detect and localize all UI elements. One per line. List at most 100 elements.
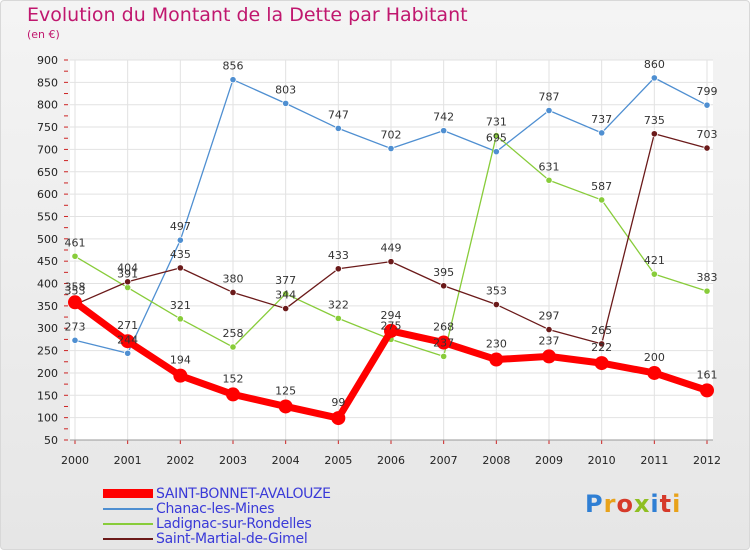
legend-swatch xyxy=(103,522,153,525)
data-label: 380 xyxy=(223,272,244,285)
data-point xyxy=(229,343,237,351)
data-label: 435 xyxy=(170,248,191,261)
data-label: 735 xyxy=(644,114,665,127)
proxiti-logo: Proxiti xyxy=(585,490,681,518)
data-point xyxy=(650,130,658,138)
data-label: 237 xyxy=(539,334,560,347)
data-point xyxy=(229,288,237,297)
legend-swatch xyxy=(103,489,153,498)
legend-label: SAINT-BONNET-AVALOUZE xyxy=(156,485,331,502)
x-tick-label: 2010 xyxy=(588,454,616,467)
data-label: 200 xyxy=(644,351,665,364)
data-label: 230 xyxy=(486,338,507,351)
data-label: 395 xyxy=(433,266,454,279)
legend-label: Chanac-les-Mines xyxy=(156,500,275,517)
data-point xyxy=(703,101,711,109)
data-label: 742 xyxy=(433,111,454,124)
data-point xyxy=(647,365,662,380)
data-label: 353 xyxy=(65,285,86,298)
data-label: 344 xyxy=(275,289,296,302)
data-point xyxy=(176,264,184,272)
x-tick-label: 2005 xyxy=(324,454,352,467)
data-point xyxy=(176,236,184,244)
data-point xyxy=(173,368,188,383)
data-label: 631 xyxy=(539,160,560,173)
data-point xyxy=(278,399,293,414)
data-label: 321 xyxy=(170,299,191,312)
y-tick-label: 500 xyxy=(37,233,58,246)
data-label: 799 xyxy=(697,85,718,98)
data-label: 695 xyxy=(486,132,507,145)
data-point xyxy=(703,287,711,295)
data-point xyxy=(542,349,556,364)
logo-letter: i xyxy=(672,490,682,518)
x-tick-label: 2000 xyxy=(61,454,89,467)
logo-letter: x xyxy=(633,490,651,518)
data-point xyxy=(226,387,240,402)
legend-label: Ladignac-sur-Rondelles xyxy=(156,515,312,532)
data-label: 860 xyxy=(644,58,665,71)
data-point xyxy=(282,290,290,298)
data-point xyxy=(492,131,500,140)
x-tick-label: 2012 xyxy=(693,454,721,467)
data-point xyxy=(334,124,342,132)
data-point xyxy=(545,325,553,334)
data-point xyxy=(440,282,448,290)
data-point xyxy=(229,76,237,84)
chart-unit: (en €) xyxy=(27,28,60,41)
data-label: 391 xyxy=(117,268,138,281)
data-label: 125 xyxy=(275,384,296,397)
data-point xyxy=(282,99,290,107)
data-point xyxy=(120,334,135,349)
data-point xyxy=(71,252,79,260)
data-point xyxy=(331,411,346,426)
logo-letter: r xyxy=(603,490,617,518)
legend-item: SAINT-BONNET-AVALOUZE xyxy=(103,485,331,502)
x-tick-label: 2002 xyxy=(166,454,194,467)
y-tick-label: 550 xyxy=(37,210,58,223)
data-label: 152 xyxy=(223,372,244,385)
chart-title: Evolution du Montant de la Dette par Hab… xyxy=(27,4,468,26)
logo-letter: i xyxy=(650,490,660,518)
data-label: 383 xyxy=(697,271,718,284)
y-tick-label: 900 xyxy=(37,54,58,67)
data-point xyxy=(387,258,395,266)
data-label: 747 xyxy=(328,108,349,121)
y-tick-label: 600 xyxy=(37,188,58,201)
data-label: 222 xyxy=(591,341,612,354)
y-tick-label: 400 xyxy=(37,278,58,291)
data-label: 258 xyxy=(223,327,244,340)
data-point xyxy=(176,315,184,323)
data-label: 268 xyxy=(433,321,454,334)
legend-item: Saint-Martial-de-Gimel xyxy=(103,530,308,547)
x-tick-label: 2001 xyxy=(114,454,142,467)
logo-letter: t xyxy=(659,490,673,518)
data-label: 275 xyxy=(381,319,402,332)
y-tick-label: 100 xyxy=(37,412,58,425)
y-tick-label: 800 xyxy=(37,99,58,112)
data-label: 587 xyxy=(591,180,612,193)
x-tick-label: 2008 xyxy=(482,454,510,467)
x-tick-label: 2007 xyxy=(430,454,458,467)
y-tick-label: 250 xyxy=(37,345,58,358)
logo-letter: o xyxy=(616,490,634,518)
data-label: 244 xyxy=(117,333,138,346)
data-point xyxy=(703,144,711,152)
y-tick-label: 50 xyxy=(44,434,58,447)
legend-label: Saint-Martial-de-Gimel xyxy=(156,530,308,547)
x-tick-label: 2009 xyxy=(535,454,563,467)
data-label: 297 xyxy=(539,310,560,323)
data-label: 703 xyxy=(697,128,718,141)
y-tick-label: 350 xyxy=(37,300,58,313)
data-label: 421 xyxy=(644,254,665,267)
data-point xyxy=(598,129,606,137)
data-point xyxy=(387,144,395,153)
data-point xyxy=(492,300,500,309)
legend-item: Ladignac-sur-Rondelles xyxy=(103,515,312,532)
data-point xyxy=(545,176,553,184)
data-point xyxy=(650,270,658,278)
y-tick-label: 450 xyxy=(37,255,58,268)
data-label: 265 xyxy=(591,324,612,337)
data-point xyxy=(489,352,504,367)
data-point xyxy=(384,323,398,338)
